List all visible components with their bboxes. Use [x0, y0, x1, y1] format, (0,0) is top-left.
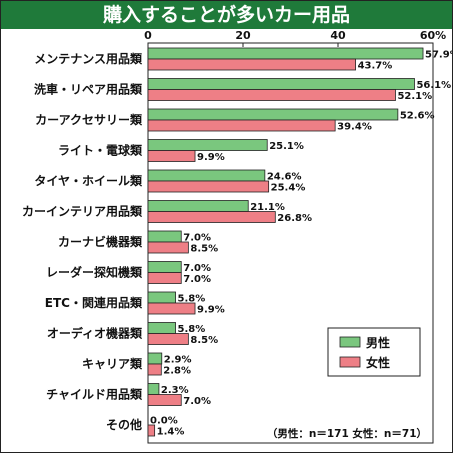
bar-male	[147, 139, 268, 151]
chart-title: 購入することが多いカー用品	[102, 4, 350, 26]
value-label-female: 7.0%	[183, 396, 211, 407]
value-label-female: 8.5%	[190, 335, 218, 346]
value-label-female: 25.4%	[271, 183, 306, 194]
bar-male	[147, 352, 163, 365]
sample-size-note: （男性：n＝171 女性：n＝71）	[267, 427, 427, 440]
value-label-male: 21.1%	[250, 202, 285, 213]
category-label: その他	[106, 417, 142, 432]
bar-female	[147, 241, 189, 254]
value-label-female: 39.4%	[337, 122, 372, 133]
category-label: カーナビ機器類	[58, 234, 143, 249]
category-label: カーインテリア用品類	[22, 204, 143, 219]
category-label: メンテナンス用品類	[34, 51, 143, 66]
bar-female	[147, 89, 396, 101]
category-label: オーディオ機器類	[47, 326, 143, 341]
value-label-male: 57.9%	[425, 50, 452, 61]
value-label-female: 43.7%	[358, 61, 393, 72]
category-label: タイヤ・ホイール類	[34, 173, 143, 188]
legend-swatch	[339, 336, 361, 348]
bar-female	[147, 180, 270, 193]
bar-female	[147, 58, 356, 71]
value-label-male: 25.1%	[269, 141, 304, 152]
x-tick-label: 20	[235, 29, 251, 42]
value-label-male: 56.1%	[416, 80, 451, 91]
bar-male	[147, 230, 182, 243]
value-label-male: 52.6%	[400, 111, 435, 122]
value-label-male: 24.6%	[267, 172, 302, 183]
value-label-female: 26.8%	[277, 213, 312, 224]
value-label-female: 7.0%	[183, 274, 211, 285]
bar-female	[147, 119, 336, 132]
bar-male	[147, 47, 424, 60]
x-tick-label: 0	[144, 29, 152, 42]
value-label-male: 2.3%	[161, 385, 189, 396]
x-tick-label: 40	[330, 29, 346, 42]
legend-label: 女性	[366, 355, 390, 370]
bar-female	[147, 363, 162, 376]
bar-male	[147, 200, 249, 212]
category-label: チャイルド用品類	[46, 387, 143, 402]
bar-female	[147, 211, 276, 223]
legend-box	[327, 327, 421, 377]
bar-male	[147, 78, 415, 90]
legend-swatch	[339, 356, 361, 368]
bar-male	[147, 108, 399, 121]
value-label-male: 7.0%	[183, 263, 211, 274]
value-label-female: 1.4%	[157, 427, 185, 438]
value-label-female: 52.1%	[397, 91, 432, 102]
value-label-male: 2.9%	[164, 355, 192, 366]
legend-label: 男性	[366, 335, 390, 350]
value-label-male: 5.8%	[178, 294, 206, 305]
bar-male	[147, 291, 176, 304]
bar-male	[147, 383, 160, 395]
value-label-male: 0.0%	[150, 416, 178, 427]
bar-female	[147, 333, 189, 345]
value-label-female: 2.8%	[163, 366, 191, 377]
category-label: キャリア類	[82, 356, 143, 371]
value-label-female: 9.9%	[197, 305, 225, 316]
bar-female	[147, 272, 182, 284]
category-label: ETC・関連用品類	[45, 295, 143, 310]
bar-female	[147, 394, 182, 406]
value-label-female: 8.5%	[190, 244, 218, 255]
bar-female	[147, 150, 196, 162]
value-label-male: 5.8%	[178, 324, 206, 335]
bar-male	[147, 261, 182, 273]
bar-female	[147, 424, 156, 437]
value-label-male: 7.0%	[183, 233, 211, 244]
title-bar	[1, 1, 452, 29]
x-tick-label: 60%	[420, 29, 446, 42]
bar-female	[147, 302, 196, 315]
category-label: 洗車・リペア用品類	[34, 82, 143, 97]
bar-male	[147, 169, 266, 182]
bar-male	[147, 322, 176, 334]
category-label: レーダー探知機類	[46, 265, 143, 280]
category-label: ライト・電球類	[58, 143, 143, 158]
value-label-female: 9.9%	[197, 152, 225, 163]
category-label: カーアクセサリー類	[35, 112, 143, 127]
